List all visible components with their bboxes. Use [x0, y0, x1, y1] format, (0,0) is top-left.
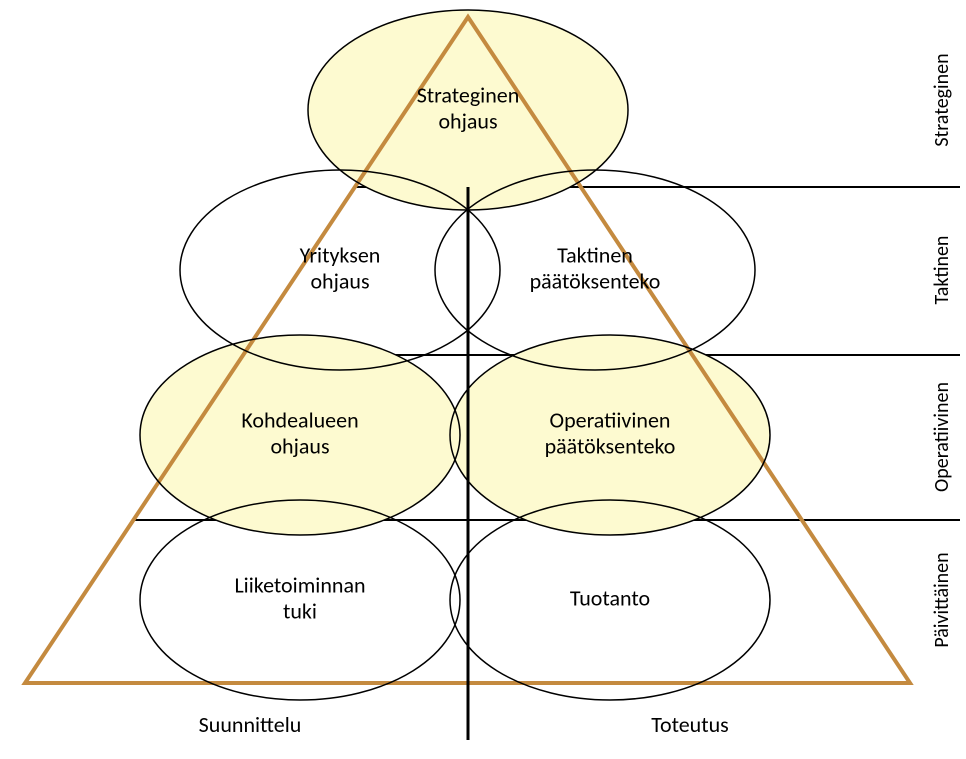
bottom-label-left: Suunnittelu: [199, 711, 302, 738]
ellipse-label-targetarea: ohjaus: [270, 432, 329, 459]
ellipse-label-operational: Operatiivinen: [550, 406, 671, 433]
ellipse-label-tactical: Taktinen: [557, 241, 633, 268]
ellipse-label-production: Tuotanto: [570, 584, 650, 611]
pyramid-diagram: StrateginenohjausYrityksenohjausTaktinen…: [0, 0, 966, 759]
ellipse-label-company: ohjaus: [310, 267, 369, 294]
ellipse-label-targetarea: Kohdealueen: [241, 406, 358, 433]
lbl-daily: Päivittäinen: [930, 552, 954, 647]
ellipse-label-strategic: ohjaus: [438, 107, 497, 134]
bottom-label-right: Toteutus: [651, 711, 729, 738]
ellipse-label-company: Yrityksen: [300, 241, 381, 268]
lbl-tactical: Taktinen: [930, 236, 954, 305]
ellipse-label-bizsupport: Liiketoiminnan: [234, 571, 365, 598]
ellipse-label-operational: päätöksenteko: [545, 432, 676, 459]
ellipse-label-strategic: Strateginen: [417, 81, 520, 108]
ellipse-label-tactical: päätöksenteko: [530, 267, 661, 294]
lbl-operational: Operatiivinen: [930, 382, 954, 492]
ellipse-label-bizsupport: tuki: [283, 597, 317, 624]
lbl-strategic: Strateginen: [930, 53, 954, 146]
